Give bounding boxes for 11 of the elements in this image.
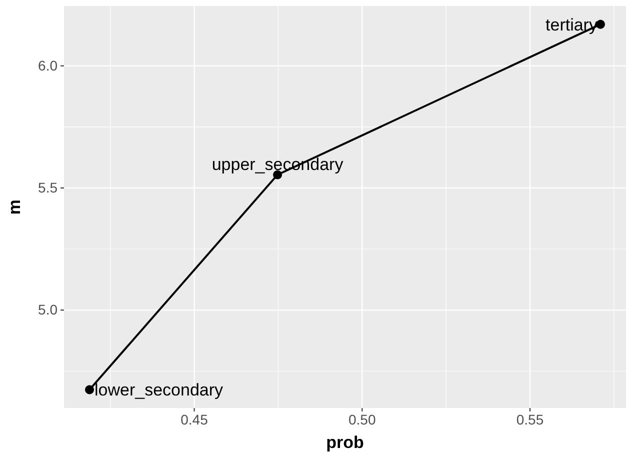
y-tick-label: 6.0 [38, 57, 58, 74]
annotation: tertiary [546, 15, 598, 34]
annotation: lower_secondary [94, 380, 224, 400]
x-tick-label: 0.55 [516, 411, 544, 428]
x-tick-label: 0.50 [348, 411, 376, 428]
y-tick-label: 5.0 [38, 302, 58, 318]
y-tick-label: 5.5 [38, 179, 58, 196]
x-tick-label: 0.45 [180, 411, 208, 428]
x-axis-title: prob [326, 433, 364, 452]
y-axis-title: m [5, 199, 24, 215]
point [85, 385, 94, 394]
